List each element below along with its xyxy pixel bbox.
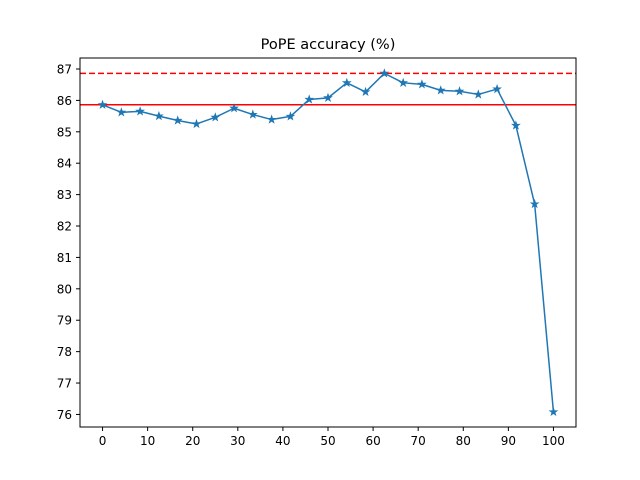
data-point-star: [304, 94, 315, 104]
data-point-star: [191, 118, 202, 129]
x-tick-label: 30: [230, 434, 245, 448]
y-tick-label: 80: [57, 282, 72, 296]
data-point-star: [210, 112, 221, 122]
y-tick-label: 84: [57, 157, 72, 171]
data-point-star: [529, 198, 540, 209]
data-point-star: [473, 89, 484, 99]
data-point-star: [398, 77, 409, 87]
series-layer: [97, 68, 559, 417]
data-point-star: [229, 103, 239, 113]
data-point-star: [492, 83, 502, 94]
data-point-star: [417, 79, 427, 89]
data-point-star: [379, 68, 390, 78]
x-tick-label: 50: [320, 434, 335, 448]
data-point-star: [266, 114, 277, 124]
data-point-star: [323, 92, 333, 103]
data-point-star: [454, 86, 465, 96]
data-point-star: [116, 107, 127, 117]
x-tick-label: 0: [99, 434, 107, 448]
data-point-star: [435, 85, 446, 95]
data-point-star: [247, 109, 258, 119]
reference-lines: [80, 72, 576, 106]
data-point-star: [360, 86, 371, 97]
y-tick-label: 85: [57, 125, 72, 139]
data-point-star: [341, 77, 352, 87]
y-tick-label: 77: [57, 377, 72, 391]
y-axis: 76 77 78 79 80 81 82 83 84 85 86 87: [57, 62, 80, 422]
x-tick-label: 70: [411, 434, 426, 448]
data-point-star: [135, 106, 145, 116]
x-tick-label: 60: [365, 434, 380, 448]
x-tick-label: 40: [275, 434, 290, 448]
x-tick-label: 80: [456, 434, 471, 448]
y-tick-label: 82: [57, 220, 72, 234]
y-tick-label: 76: [57, 408, 72, 422]
data-point-star: [172, 115, 183, 125]
data-point-star: [511, 120, 521, 130]
data-point-star: [154, 110, 164, 121]
y-tick-label: 86: [57, 94, 72, 108]
x-axis: 0 10 20 30 40 50 60 70 80 90 100: [99, 427, 565, 448]
y-tick-label: 78: [57, 345, 72, 359]
y-tick-label: 87: [57, 62, 72, 76]
y-tick-label: 81: [57, 251, 72, 265]
x-tick-label: 20: [185, 434, 200, 448]
y-tick-label: 83: [57, 188, 72, 202]
x-tick-label: 100: [542, 434, 565, 448]
y-tick-label: 79: [57, 314, 72, 328]
data-point-star: [285, 111, 296, 121]
data-point-star: [548, 406, 559, 417]
plot-frame: [79, 57, 577, 428]
x-tick-label: 90: [501, 434, 516, 448]
chart-title: PoPE accuracy (%): [261, 37, 396, 53]
data-point-star: [97, 99, 108, 109]
x-tick-label: 10: [140, 434, 155, 448]
